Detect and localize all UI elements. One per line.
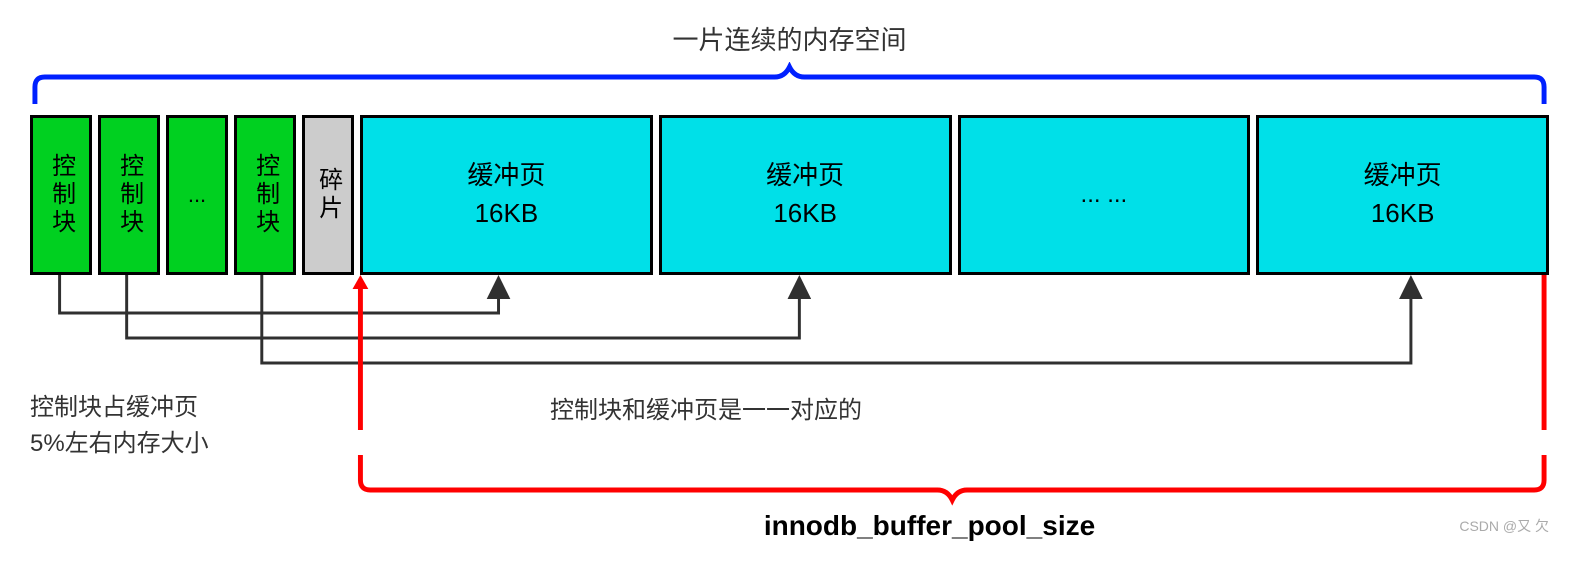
connections-area: 控制块占缓冲页 5%左右内存大小 控制块和缓冲页是一一对应的 <box>30 275 1549 455</box>
control-block-2: 控制块 <box>98 115 160 275</box>
bottom-brace <box>30 455 1549 510</box>
blocks-row: 控制块 控制块 ... 控制块 碎片 缓冲页 16KB 缓冲页 16KB ...… <box>30 115 1549 275</box>
left-line1: 控制块占缓冲页 <box>30 390 209 426</box>
buffer-page-2: 缓冲页 16KB <box>659 115 952 275</box>
top-label: 一片连续的内存空间 <box>20 20 1559 57</box>
memory-layout-diagram: 一片连续的内存空间 控制块 控制块 ... 控制块 碎片 缓冲页 16KB 缓冲… <box>20 20 1559 541</box>
buffer-ellipsis: ... ... <box>958 115 1251 275</box>
bottom-label: innodb_buffer_pool_size <box>300 510 1559 542</box>
buffer-title: 缓冲页 <box>1364 159 1442 193</box>
control-block-n: 控制块 <box>234 115 296 275</box>
buffer-title: 缓冲页 <box>467 159 545 193</box>
buffer-title: 缓冲页 <box>766 159 844 193</box>
watermark: CSDN @又 欠 <box>1459 516 1549 536</box>
buffer-page-n: 缓冲页 16KB <box>1256 115 1549 275</box>
left-annotation: 控制块占缓冲页 5%左右内存大小 <box>30 390 209 462</box>
buffer-size: 16KB <box>1371 197 1435 231</box>
right-annotation: 控制块和缓冲页是一一对应的 <box>550 390 862 425</box>
buffer-size: 16KB <box>773 197 837 231</box>
top-brace <box>30 62 1549 107</box>
buffer-size: 16KB <box>475 197 539 231</box>
buffer-page-1: 缓冲页 16KB <box>360 115 653 275</box>
control-ellipsis: ... <box>166 115 228 275</box>
fragment-block: 碎片 <box>302 115 354 275</box>
control-block-1: 控制块 <box>30 115 92 275</box>
